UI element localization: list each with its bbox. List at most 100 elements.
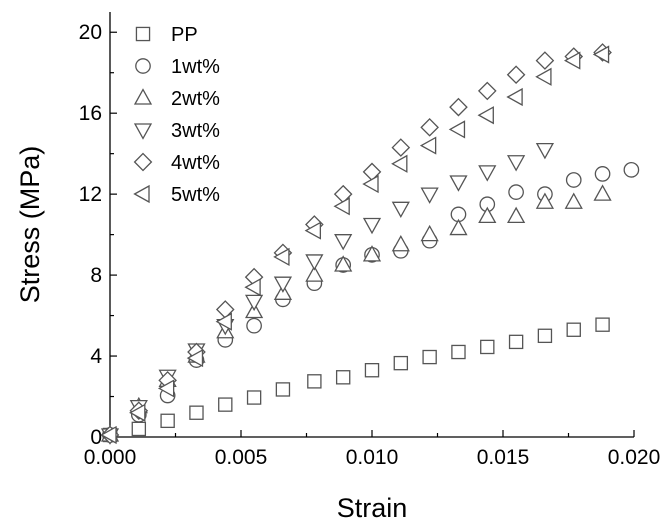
data-point: [393, 355, 409, 371]
data-point: [391, 154, 408, 173]
data-point: [480, 339, 495, 355]
x-tick-label: 0.005: [215, 446, 268, 469]
data-point: [623, 162, 640, 178]
data-point: [420, 224, 439, 242]
legend-marker: [133, 152, 153, 172]
y-tick-label: 8: [90, 264, 102, 287]
data-point: [593, 184, 612, 201]
data-point: [592, 45, 610, 64]
data-point: [129, 403, 146, 422]
data-point: [335, 370, 351, 385]
data-point: [595, 317, 610, 332]
data-point: [594, 166, 611, 182]
data-point: [160, 413, 175, 429]
data-point: [451, 344, 466, 360]
data-point: [508, 184, 524, 200]
y-tick-label: 16: [79, 102, 102, 125]
data-point: [246, 317, 262, 334]
data-point: [307, 374, 322, 389]
x-tick-label: 0.020: [608, 446, 661, 469]
x-tick-label: 0.015: [477, 446, 530, 469]
data-point: [391, 234, 410, 252]
legend: PP 1wt% 2wt% 3wt% 4wt% 5wt%: [133, 24, 220, 206]
data-point: [535, 192, 555, 209]
data-point: [364, 363, 380, 378]
data-point: [305, 265, 324, 282]
data-point: [506, 65, 526, 85]
data-point: [215, 312, 232, 331]
y-tick-label: 4: [90, 345, 102, 368]
x-axis-label: Strain: [337, 493, 408, 523]
data-point: [535, 51, 555, 70]
data-point: [333, 197, 350, 216]
axis-ticks: 0.000 0.005 0.010 0.015 0.020 0 4 8 12 16 20: [79, 21, 661, 469]
data-point: [304, 221, 322, 240]
data-point: [246, 390, 262, 405]
legend-marker: [133, 184, 150, 204]
data-point: [506, 87, 523, 107]
data-point: [186, 348, 204, 368]
legend-marker: [135, 58, 151, 74]
legend-marker: [133, 88, 153, 105]
data-point: [564, 192, 583, 209]
data-point: [535, 142, 555, 160]
data-point: [420, 118, 439, 137]
data-point: [564, 51, 581, 70]
legend-marker: [133, 123, 153, 140]
data-point: [420, 187, 439, 204]
data-point: [362, 245, 382, 262]
data-point: [477, 81, 497, 101]
data-point: [422, 349, 437, 365]
data-point: [244, 278, 261, 297]
y-tick-label: 20: [79, 21, 102, 44]
data-point: [565, 172, 582, 188]
y-axis-label: Stress (MPa): [15, 146, 45, 304]
data-point: [506, 206, 526, 224]
data-point: [273, 247, 290, 266]
series-3: [100, 184, 612, 442]
y-tick-label: 12: [79, 183, 102, 206]
legend-label: PP: [171, 24, 198, 46]
y-tick-label: 0: [90, 426, 102, 449]
legend-label: 2wt%: [171, 88, 220, 110]
legend-label: 3wt%: [171, 120, 220, 142]
legend-label: 4wt%: [171, 152, 220, 174]
series-1: [102, 317, 610, 443]
data-point: [362, 217, 382, 235]
data-point: [334, 234, 353, 251]
x-tick-label: 0.010: [346, 446, 399, 469]
data-point: [157, 379, 175, 398]
data-point: [362, 174, 379, 194]
data-point: [478, 165, 497, 182]
legend-label: 1wt%: [171, 56, 220, 78]
data-point: [189, 405, 204, 420]
data-point: [477, 106, 494, 125]
data-point: [508, 334, 524, 350]
data-point: [419, 136, 437, 155]
data-point: [449, 175, 468, 192]
data-point: [218, 397, 233, 412]
data-point: [131, 421, 147, 437]
data-point: [566, 322, 581, 337]
data-point: [305, 254, 324, 271]
data-point: [537, 328, 553, 344]
data-point: [478, 206, 497, 224]
data-point: [275, 382, 291, 397]
data-point: [391, 201, 410, 219]
series-6: [100, 45, 610, 445]
data-point: [449, 218, 468, 236]
data-point: [535, 67, 552, 86]
data-point: [448, 120, 466, 139]
x-tick-label: 0.000: [84, 446, 137, 469]
legend-label: 5wt%: [171, 184, 220, 206]
data-point: [273, 276, 293, 293]
data-point: [100, 425, 117, 445]
data-point: [334, 255, 353, 272]
data-point: [244, 294, 264, 312]
data-markers: [100, 43, 640, 445]
data-point: [449, 97, 468, 117]
legend-marker: [135, 26, 151, 42]
data-point: [506, 155, 526, 172]
data-point: [391, 138, 411, 157]
